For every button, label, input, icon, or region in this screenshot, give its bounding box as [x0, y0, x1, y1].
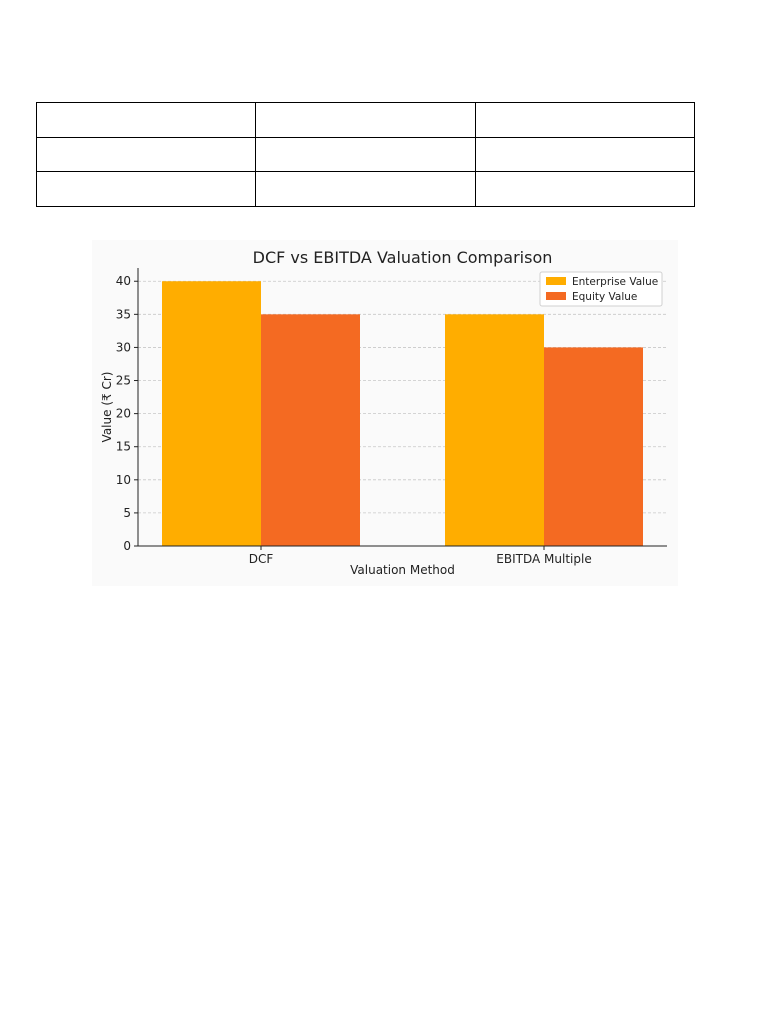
- legend-swatch: [546, 292, 566, 300]
- table-cell: [255, 102, 476, 138]
- bar-equity-value: [544, 347, 643, 546]
- table-cell: [474, 171, 696, 207]
- table-row: [35, 102, 696, 138]
- table-cell: [35, 102, 257, 138]
- bar-enterprise-value: [162, 281, 261, 546]
- y-axis-label: Value (₹ Cr): [100, 372, 114, 443]
- data-table: [35, 102, 696, 207]
- legend-label: Equity Value: [572, 291, 637, 303]
- y-tick-label: 35: [116, 307, 131, 321]
- legend-box: [539, 271, 663, 307]
- x-axis-label: Valuation Method: [350, 563, 455, 577]
- x-tick-label: DCF: [249, 552, 274, 566]
- table-cell: [35, 171, 257, 207]
- chart-canvas: DCF vs EBITDA Valuation Comparison 0 5 10 1…: [100, 248, 667, 577]
- y-tick-label: 0: [123, 539, 131, 553]
- table-row: [35, 136, 696, 173]
- legend-swatch: [546, 277, 566, 285]
- y-tick-label: 40: [116, 274, 131, 288]
- legend-label: Enterprise Value: [572, 276, 658, 288]
- bar-enterprise-value: [445, 314, 544, 546]
- table-row: [35, 171, 696, 207]
- table-cell: [474, 136, 696, 173]
- y-tick-label: 20: [116, 407, 131, 421]
- table-cell: [255, 171, 476, 207]
- table-cell: [255, 136, 476, 173]
- y-tick-label: 15: [116, 440, 131, 454]
- valuation-bar-chart: DCF vs EBITDA Valuation Comparison 0 5 10 1…: [92, 240, 678, 586]
- y-tick-label: 30: [116, 340, 131, 354]
- chart-title: DCF vs EBITDA Valuation Comparison: [253, 248, 553, 267]
- x-tick-label: EBITDA Multiple: [496, 552, 591, 566]
- table-cell: [35, 136, 257, 173]
- y-tick-label: 5: [123, 506, 131, 520]
- bar-equity-value: [261, 314, 360, 546]
- y-tick-label: 10: [116, 473, 131, 487]
- y-tick-label: 25: [116, 374, 131, 388]
- table-cell: [474, 102, 696, 138]
